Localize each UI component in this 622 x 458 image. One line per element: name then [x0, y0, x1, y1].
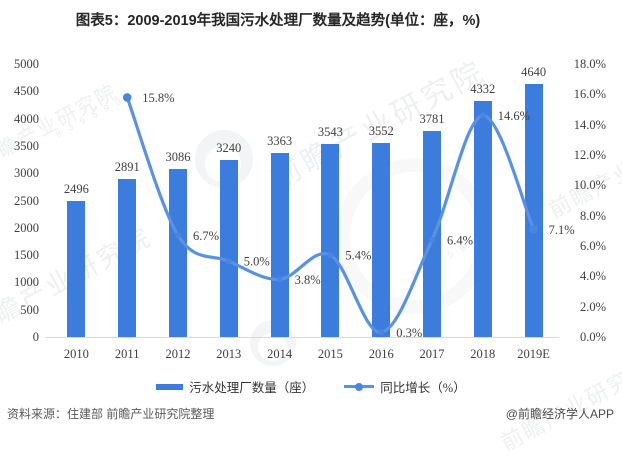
x-axis-label: 2019E: [517, 347, 550, 361]
bar-2012: [169, 168, 187, 337]
right-axis-tick: 14.0%: [573, 117, 606, 132]
right-axis-tick: 4.0%: [579, 269, 606, 284]
right-axis-tick: 8.0%: [579, 208, 606, 223]
x-axis-label: 2015: [317, 347, 343, 361]
x-axis-label: 2017: [419, 347, 445, 361]
left-axis-tick: 5000: [14, 57, 39, 71]
bar-2019E: [524, 83, 543, 337]
right-axis-tick: 16.0%: [573, 87, 606, 102]
legend-item-line: 同比增长（%）: [344, 377, 466, 396]
right-axis-tick: 6.0%: [579, 239, 606, 253]
x-axis-label: 2018: [470, 347, 496, 361]
legend: 污水处理厂数量（座） 同比增长（%）: [0, 377, 622, 396]
bar-value-label: 2891: [114, 160, 140, 175]
line-point-label: 5.0%: [244, 255, 270, 269]
bar-2016: [372, 143, 391, 337]
bar-value-label: 4640: [521, 64, 547, 79]
left-axis-tick: 1000: [14, 275, 39, 290]
bar-value-label: 3543: [317, 124, 343, 139]
legend-label: 同比增长（%）: [380, 381, 466, 395]
bar-value-label: 3086: [165, 149, 191, 164]
right-axis-tick: 12.0%: [573, 148, 606, 162]
bar-value-label: 3552: [368, 124, 394, 139]
x-axis-label: 2016: [368, 347, 394, 361]
right-axis-tick: 2.0%: [579, 299, 606, 314]
right-axis-tick: 18.0%: [573, 57, 606, 71]
bar-2017: [423, 130, 441, 337]
line-point-label: 15.8%: [142, 91, 174, 105]
line-point-label: 6.4%: [447, 233, 473, 247]
left-axis-tick: 4000: [14, 111, 39, 126]
credit-note: @前瞻经济学人APP: [505, 407, 614, 421]
legend-item-bars: 污水处理厂数量（座）: [156, 377, 314, 396]
left-axis-tick: 0: [32, 330, 39, 344]
left-axis-tick: 2500: [14, 193, 39, 208]
bar-value-label: 3781: [419, 111, 445, 126]
right-axis-tick: 10.0%: [573, 178, 606, 193]
line-swatch-icon: [344, 382, 375, 392]
left-axis-tick: 3500: [14, 138, 39, 153]
bar-2011: [118, 179, 137, 337]
line-point-label: 5.4%: [345, 249, 371, 263]
bar-2013: [219, 160, 238, 337]
watermark-digits: 8 3 9 5 9 9: [410, 234, 482, 280]
left-axis-tick: 500: [20, 302, 39, 317]
bar-value-label: 2496: [63, 181, 89, 196]
bar-2015: [321, 143, 340, 337]
legend-label: 污水处理厂数量（座）: [189, 381, 315, 395]
x-axis-label: 2012: [165, 347, 191, 361]
line-point-label: 7.1%: [549, 223, 575, 237]
x-axis-label: 2011: [114, 347, 140, 361]
x-axis-label: 2013: [216, 347, 242, 361]
x-axis-line: [45, 337, 559, 338]
line-point-label: 6.7%: [193, 229, 219, 243]
bar-swatch-icon: [156, 383, 184, 390]
bar-2010: [67, 200, 86, 337]
x-axis-label: 2014: [267, 347, 293, 361]
bar-value-label: 3363: [267, 134, 293, 149]
left-axis-tick: 2000: [14, 220, 39, 235]
bar-value-label: 4332: [470, 81, 496, 96]
watermark-ring-icon: [336, 158, 492, 314]
line-marker-icon: [122, 93, 132, 102]
chart-page: 前瞻产业研究院 前瞻产业研究院 前瞻产业研究院 前瞻产业研究院 前瞻产业研究院 …: [0, 13, 622, 456]
left-axis-tick: 1500: [14, 248, 39, 263]
right-axis-tick: 0.0%: [579, 330, 606, 344]
bar-2018: [473, 100, 492, 337]
watermark-text: 前瞻产业研究院: [496, 354, 622, 456]
left-axis-tick: 4500: [14, 84, 39, 99]
x-axis-label: 2010: [63, 347, 89, 361]
source-note: 资料来源：住建部 前瞻产业研究院整理: [7, 407, 215, 421]
watermark-digits: 8 3 9 5 9 9: [54, 94, 126, 140]
bar-2014: [270, 153, 289, 337]
left-axis-tick: 3000: [14, 166, 39, 181]
line-point-label: 3.8%: [295, 273, 321, 287]
chart-title: 图表5：2009-2019年我国污水处理厂数量及趋势(单位：座，%): [75, 13, 481, 29]
bar-value-label: 3240: [216, 141, 242, 156]
